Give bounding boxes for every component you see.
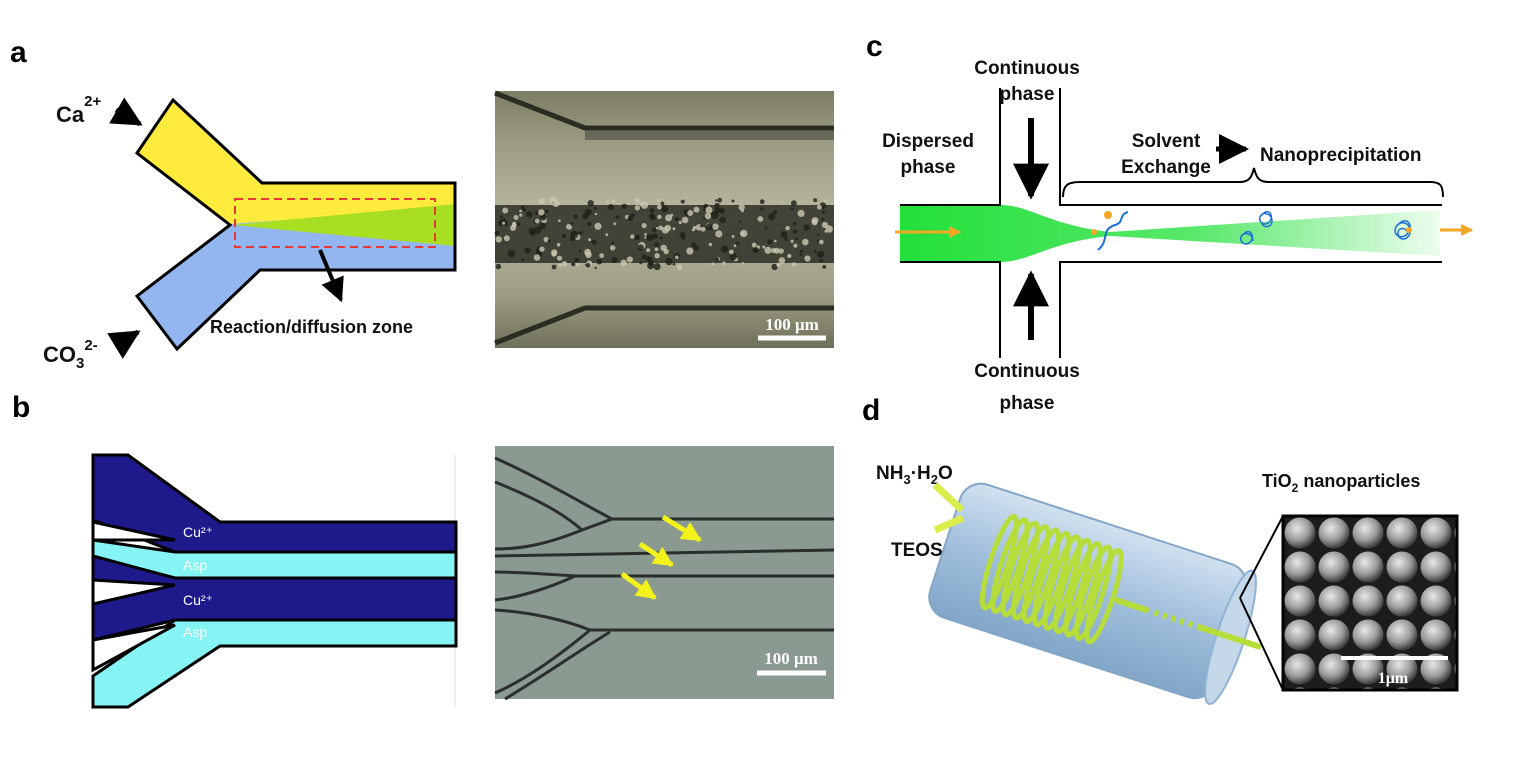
dispersed-phase-line1: Dispersed — [882, 131, 974, 152]
coil-reactor — [928, 482, 1262, 705]
scalebar-b-label: 100 μm — [764, 649, 818, 668]
micrograph-b: 100 μm — [494, 446, 835, 701]
solvent-exchange-line1: Solvent — [1132, 131, 1201, 152]
yellow-arrow-2 — [638, 541, 674, 568]
panel-b-letter: b — [12, 391, 30, 424]
continuous-phase-bottom-line1: Continuous — [974, 361, 1080, 382]
sem-nanoparticles — [1281, 514, 1459, 692]
cu-label-1: Cu²⁺ — [183, 524, 213, 540]
nanoparticle-2 — [1239, 230, 1254, 245]
four-inlet-diagram: Cu²⁺ Asp Cu²⁺ Asp — [91, 453, 458, 709]
ion-co3-label: CO32- — [43, 337, 98, 372]
ca-arrow — [109, 97, 143, 127]
panel-a: a Ca2+ CO32- Reaction/diffusion zone 100… — [10, 36, 834, 372]
reagent-nh3-label: NH3·H2O — [876, 463, 953, 487]
scalebar-d-label: 1μm — [1378, 670, 1409, 687]
zone-arrow — [318, 249, 344, 303]
micrograph-b-background — [495, 446, 834, 699]
tio2-label: TiO2 nanoparticles — [1262, 471, 1420, 495]
reaction-zone-label: Reaction/diffusion zone — [210, 317, 413, 337]
reaction-zone-box — [234, 198, 436, 248]
top-channel — [137, 100, 455, 224]
sem-image: 1μm — [1281, 514, 1459, 692]
channel-outline — [134, 97, 457, 352]
zoom-line-bottom — [1239, 597, 1284, 691]
nanoparticle-1 — [1258, 210, 1273, 228]
channel-wall-bottom — [494, 305, 834, 346]
micrograph-a: 100 μm — [494, 90, 834, 348]
asp-label-2: Asp — [183, 624, 207, 640]
asp-channel-2 — [91, 618, 458, 709]
panel-d: d NH3·H2O TEOS TiO2 nanoparticles 1μm — [862, 394, 1459, 705]
solvent-exchange-line2: Exchange — [1121, 157, 1211, 178]
y-channel-diagram — [107, 97, 457, 359]
panel-c-letter: c — [866, 30, 883, 63]
zoom-line-top — [1239, 515, 1284, 599]
reagent-teos-label: TEOS — [891, 540, 943, 561]
precipitate-particles — [494, 196, 833, 271]
panel-d-letter: d — [862, 394, 880, 427]
dispersed-stream — [900, 205, 1440, 262]
panel-c: c Continuous phase Continuous phase Disp… — [866, 30, 1474, 414]
flow-focusing-device — [895, 88, 1474, 358]
ion-ca-label: Ca2+ — [56, 93, 101, 127]
yellow-arrow-1 — [661, 514, 702, 543]
channel-wall-top — [494, 90, 834, 131]
wall-shadow-top — [585, 130, 834, 140]
panel-b: b Cu²⁺ Asp Cu²⁺ Asp — [12, 391, 835, 709]
reactor-cylinder — [928, 482, 1248, 700]
continuous-phase-top-line2: phase — [1000, 84, 1055, 105]
panel-a-letter: a — [10, 36, 27, 69]
mixing-zone — [232, 204, 455, 246]
polymer-chain — [1097, 211, 1129, 251]
dispersed-phase-line2: phase — [901, 157, 956, 178]
asp-label-1: Asp — [183, 557, 207, 573]
cu-label-2: Cu²⁺ — [183, 592, 213, 608]
scalebar-a-label: 100 μm — [765, 315, 819, 334]
inlet-tube-teos — [933, 514, 965, 534]
co3-arrow — [107, 329, 141, 359]
yellow-arrow-3 — [620, 571, 657, 601]
nanoprecipitation-label: Nanoprecipitation — [1260, 145, 1422, 166]
inlet-tube-nh3 — [932, 482, 965, 513]
process-brace — [1062, 167, 1444, 198]
micrograph-b-channel-walls — [494, 456, 835, 701]
continuous-phase-top-line1: Continuous — [974, 58, 1080, 79]
continuous-phase-bottom-line2: phase — [1000, 393, 1055, 414]
outlet-tube — [1196, 623, 1262, 651]
bottom-channel — [137, 208, 455, 349]
reactor-coil — [979, 513, 1124, 645]
